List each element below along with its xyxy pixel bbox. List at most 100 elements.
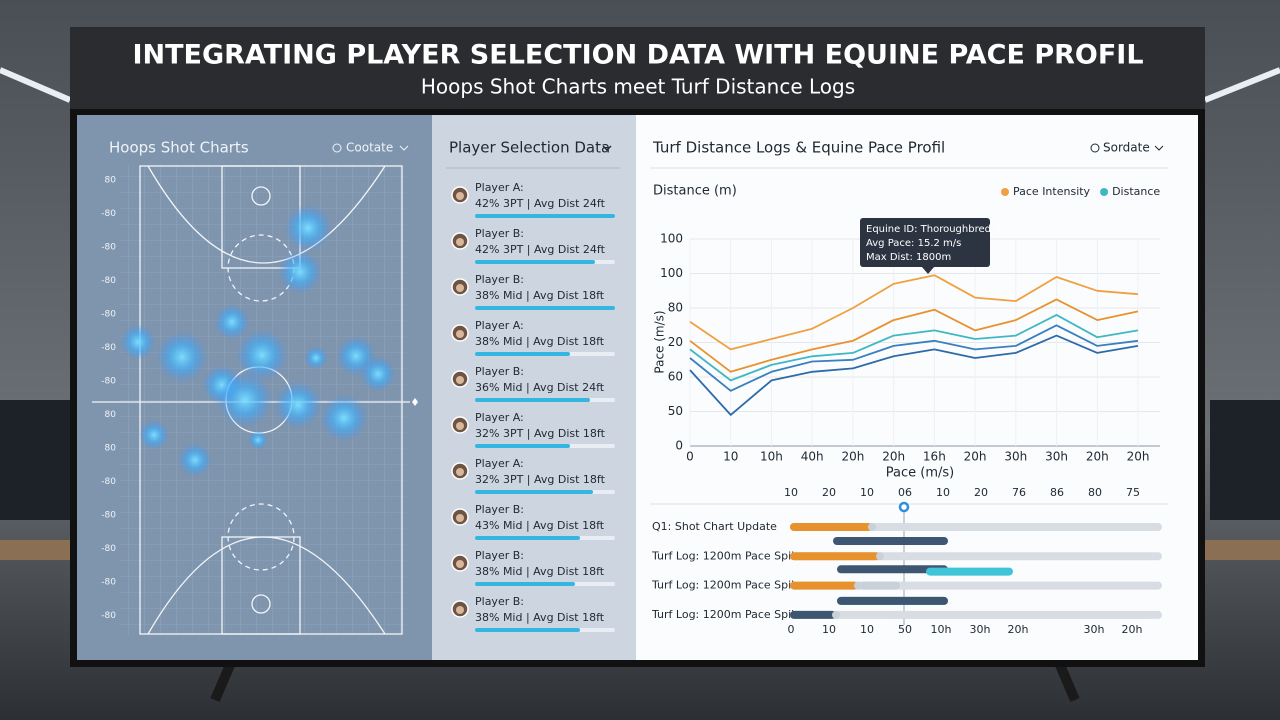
y-tick-label: 50 [668, 404, 683, 418]
timeline-bar [926, 567, 1013, 576]
heat-spot [214, 304, 250, 340]
y-tick-label: 0 [675, 439, 683, 453]
timeline-row-label: Turf Log: 1200m Pace Spike [651, 579, 804, 592]
court-y-label: -80 [101, 544, 116, 554]
avatar-face [456, 192, 464, 200]
tooltip-line: Avg Pace: 15.2 m/s [866, 238, 961, 249]
heat-spot [236, 329, 288, 381]
header-subtitle: Hoops Shot Charts meet Turf Distance Log… [421, 75, 855, 99]
player-name: Player A: [475, 181, 524, 194]
court-y-label: -80 [101, 578, 116, 588]
timeline-bottom-label: 10 [860, 623, 874, 636]
shot-control[interactable]: Cootate [346, 141, 393, 155]
timeline-top-label: 10 [936, 486, 950, 499]
timeline-bottom-label: 30h [1084, 623, 1105, 636]
timeline-row-label: Q1: Shot Chart Update [652, 520, 777, 533]
x-tick-label: 10 [723, 450, 738, 464]
heat-spot [304, 346, 328, 370]
heat-spot [156, 331, 208, 383]
dropdown-caret [399, 145, 409, 151]
court-y-label: -80 [101, 511, 116, 521]
heat-spots [120, 204, 396, 477]
player-name: Player B: [475, 595, 524, 608]
heat-spot [278, 250, 322, 294]
tooltip [860, 218, 990, 267]
tooltip-line: Max Dist: 1800m [866, 252, 951, 263]
desk [1205, 540, 1280, 560]
series-line [689, 314, 1139, 382]
desk [0, 540, 70, 560]
timeline-bar [837, 565, 948, 574]
court-marker [412, 398, 418, 406]
timeline-top-label: 10 [784, 486, 798, 499]
timeline-top-label: 20 [822, 486, 836, 499]
legend-label: Distance [1112, 185, 1160, 198]
player-bar [475, 398, 590, 402]
player-title: Player Selection Data [449, 139, 610, 157]
timeline-bottom-label: 50 [898, 623, 912, 636]
court-y-label: 80 [105, 444, 117, 454]
player-bar [475, 214, 615, 218]
y-tick-label: 100 [660, 232, 683, 246]
dropdown-caret [1154, 145, 1164, 151]
player-name: Player B: [475, 503, 524, 516]
timeline-bottom-label: 10 [822, 623, 836, 636]
heat-spot [274, 381, 322, 429]
series-line [689, 274, 1139, 351]
x-axis-label: Pace (m/s) [886, 466, 954, 481]
timeline-bar [860, 581, 900, 590]
monitor-stand [210, 663, 1080, 702]
heat-spot [120, 324, 156, 360]
player-bar [475, 628, 580, 632]
player-bar [475, 306, 615, 310]
court-y-label: -80 [101, 243, 116, 253]
player-name: Player B: [475, 227, 524, 240]
timeline-knob [854, 581, 862, 590]
player-name: Player B: [475, 273, 524, 286]
series-line [689, 324, 1139, 392]
timeline-top-label: 20 [974, 486, 988, 499]
heat-spot [178, 443, 212, 477]
timeline-row-label: Turf Log: 1200m Pace Spike [651, 549, 804, 562]
player-bar [475, 260, 595, 264]
side-monitor [1210, 400, 1280, 520]
series-line [689, 334, 1139, 416]
timeline-row-label: Turf Log: 1200m Pace Spike [651, 608, 804, 621]
y-tick-label: 60 [668, 370, 683, 384]
timeline-cursor-knob[interactable] [898, 501, 910, 513]
x-tick-label: 10h [760, 450, 783, 464]
avatar-face [456, 606, 464, 614]
timeline-bottom-label: 10h [931, 623, 952, 636]
tooltip-pointer [922, 267, 934, 274]
y-tick-label: 100 [660, 266, 683, 280]
court-y-label: -80 [101, 477, 116, 487]
timeline-bar [790, 581, 858, 590]
header-title: INTEGRATING PLAYER SELECTION DATA WITH E… [132, 40, 1143, 71]
avatar-face [456, 330, 464, 338]
player-name: Player B: [475, 549, 524, 562]
timeline-knob [868, 523, 876, 531]
avatar-face [456, 238, 464, 246]
x-tick-label: 20h [882, 450, 905, 464]
player-name: Player A: [475, 457, 524, 470]
timeline-bottom-label: 20h [1122, 623, 1143, 636]
player-bar [475, 536, 580, 540]
player-bar [475, 444, 570, 448]
x-tick-label: 20h [1086, 450, 1109, 464]
legend-label: Pace Intensity [1013, 185, 1091, 198]
control-icon [332, 143, 342, 153]
timeline-top-label: 75 [1126, 486, 1140, 499]
timeline-top-label: 80 [1088, 486, 1102, 499]
dropdown-caret[interactable] [602, 145, 612, 151]
court-y-label: 80 [105, 176, 117, 186]
timeline-bottom-label: 20h [1008, 623, 1029, 636]
turf-control[interactable]: Sordate [1103, 141, 1150, 155]
timeline-bottom-label: 30h [970, 623, 991, 636]
turf-title: Turf Distance Logs & Equine Pace Profil [652, 139, 945, 157]
header [70, 27, 1205, 109]
player-stat: 38% Mid | Avg Dist 18ft [475, 611, 605, 624]
player-stat: 42% 3PT | Avg Dist 24ft [475, 197, 606, 210]
timeline-top-label: 06 [898, 486, 912, 499]
timeline-bottom-label: 0 [788, 623, 795, 636]
court-y-label: 80 [105, 410, 117, 420]
